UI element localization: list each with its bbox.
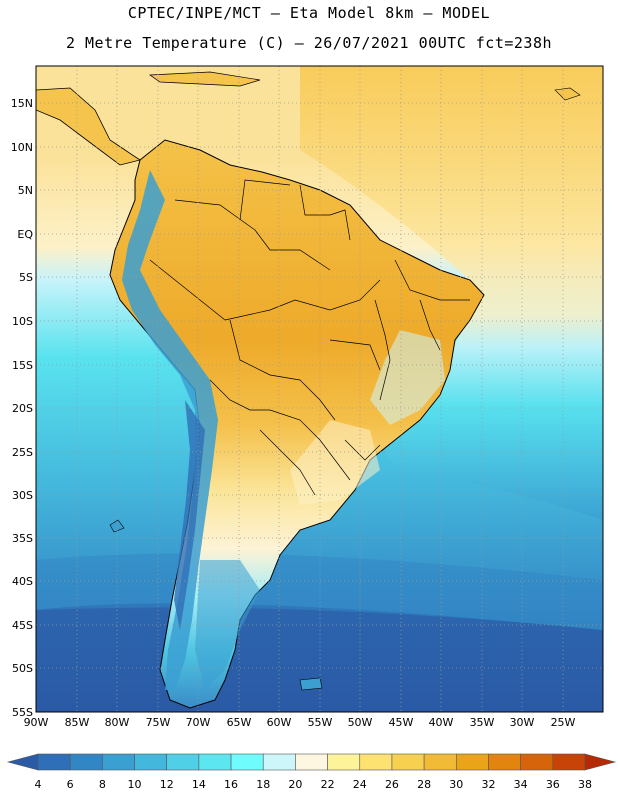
colorbar-arrow-high [584, 753, 617, 771]
colorbar: 4 6 8 10 12 14 16 18 20 22 24 26 28 30 32 34 36 38 [6, 753, 617, 791]
temperature-map: 15N 10N 5N EQ 5S 10S 15S 20S 25S 30S 35S… [11, 65, 604, 729]
colorbar-label: 6 [67, 778, 74, 791]
lon-label: 30W [510, 716, 535, 729]
colorbar-label: 28 [417, 778, 431, 791]
central-america-land [36, 87, 141, 166]
lon-label: 80W [105, 716, 130, 729]
colorbar-swatch [520, 753, 554, 771]
colorbar-swatch [166, 753, 200, 771]
colorbar-swatch [262, 753, 296, 771]
colorbar-label: 30 [449, 778, 463, 791]
lat-label: 20S [12, 402, 33, 415]
lon-label: 90W [24, 716, 49, 729]
atlantic-field [300, 66, 603, 520]
colorbar-label: 18 [256, 778, 270, 791]
colorbar-swatches [6, 753, 617, 771]
lat-label: 45S [12, 619, 33, 632]
colorbar-label: 14 [192, 778, 206, 791]
lat-label: 40S [12, 575, 33, 588]
lon-label: 75W [146, 716, 171, 729]
colorbar-label: 8 [99, 778, 106, 791]
lon-label: 85W [65, 716, 90, 729]
lat-label: 5S [19, 271, 33, 284]
colorbar-swatch [295, 753, 328, 771]
andes-cold-band [122, 170, 218, 690]
map-frame [35, 65, 604, 713]
graticule [36, 66, 603, 712]
colorbar-swatch [391, 753, 425, 771]
colorbar-label: 22 [321, 778, 335, 791]
lon-label: 40W [429, 716, 454, 729]
title-line-2: 2 Metre Temperature (C) – 26/07/2021 00U… [65, 34, 553, 52]
colorbar-arrow-low [6, 753, 39, 771]
colorbar-swatch [102, 753, 135, 771]
colorbar-label: 32 [481, 778, 495, 791]
lat-label: 55S [12, 706, 33, 719]
lon-label: 70W [186, 716, 211, 729]
colorbar-label: 10 [128, 778, 142, 791]
lat-label: 50S [12, 662, 33, 675]
colorbar-swatch [359, 753, 393, 771]
title-line-1: CPTEC/INPE/MCT – Eta Model 8km – MODEL [127, 4, 491, 22]
colorbar-label: 20 [288, 778, 302, 791]
colorbar-swatch [552, 753, 586, 771]
colorbar-swatch [230, 753, 264, 771]
colorbar-label: 12 [160, 778, 174, 791]
lat-label: EQ [17, 228, 33, 241]
colorbar-swatch [198, 753, 232, 771]
lat-label: 10N [11, 141, 33, 154]
colorbar-label: 34 [514, 778, 528, 791]
lon-label: 45W [389, 716, 414, 729]
lat-label: 5N [18, 184, 33, 197]
colorbar-label: 36 [546, 778, 560, 791]
lat-label: 35S [12, 532, 33, 545]
lon-label: 50W [348, 716, 373, 729]
colorbar-swatch [455, 753, 489, 771]
longitude-labels: 90W 85W 80W 75W 70W 65W 60W 55W 50W 45W … [24, 716, 576, 729]
colorbar-label: 24 [353, 778, 367, 791]
lon-label: 60W [267, 716, 292, 729]
lon-label: 25W [551, 716, 576, 729]
lat-label: 25S [12, 446, 33, 459]
lat-label: 30S [12, 489, 33, 502]
lon-label: 55W [308, 716, 333, 729]
colorbar-swatch [134, 753, 168, 771]
colorbar-label: 16 [224, 778, 238, 791]
lat-label: 15S [12, 359, 33, 372]
colorbar-swatch [69, 753, 103, 771]
colorbar-label: 38 [578, 778, 592, 791]
country-borders [149, 179, 470, 496]
colorbar-label: 26 [385, 778, 399, 791]
colorbar-label: 4 [35, 778, 42, 791]
colorbar-swatch [423, 753, 457, 771]
colorbar-swatch [37, 753, 71, 771]
lat-label: 15N [11, 97, 33, 110]
colorbar-swatch [327, 753, 361, 771]
lon-label: 65W [227, 716, 252, 729]
lat-label: 10S [12, 315, 33, 328]
colorbar-labels: 4 6 8 10 12 14 16 18 20 22 24 26 28 30 32 34 36 38 [35, 778, 593, 791]
latitude-labels: 15N 10N 5N EQ 5S 10S 15S 20S 25S 30S 35S… [11, 97, 34, 719]
lon-label: 35W [470, 716, 495, 729]
colorbar-swatch [488, 753, 521, 771]
